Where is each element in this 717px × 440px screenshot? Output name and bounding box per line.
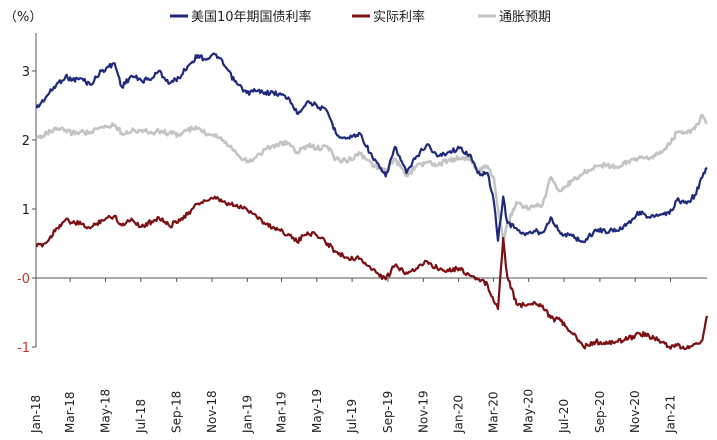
x-tick-label: Mar-20 bbox=[486, 392, 500, 433]
tick-labels: 3 2 1 -0 -1 Jan-18 Mar-18 May-18 Jul-18 Sep-18 Nov… bbox=[17, 65, 677, 434]
x-tick-label: Nov-18 bbox=[205, 390, 219, 433]
series-layer bbox=[35, 52, 709, 351]
x-tick-label: Jan-20 bbox=[452, 395, 466, 434]
y-unit-label: （%） bbox=[4, 10, 42, 25]
legend-label-0: 美国10年期国债利率 bbox=[191, 9, 312, 25]
x-tick-label: Jan-19 bbox=[240, 395, 254, 434]
legend-label-1: 实际利率 bbox=[373, 9, 425, 25]
y-tick-label: -1 bbox=[17, 341, 30, 356]
legend-label-2: 通胀预期 bbox=[499, 10, 551, 25]
y-tick-label: -0 bbox=[17, 272, 30, 287]
x-tick-label: Sep-19 bbox=[381, 391, 395, 433]
x-tick-label: May-20 bbox=[522, 389, 536, 433]
x-tick-label: May-18 bbox=[98, 389, 112, 433]
x-tick-label: Jan-21 bbox=[664, 395, 678, 434]
x-tick-label: Nov-19 bbox=[416, 390, 430, 433]
series-line-2 bbox=[35, 113, 708, 242]
x-tick-label: Mar-19 bbox=[274, 392, 288, 433]
x-tick-label: Sep-20 bbox=[593, 391, 607, 433]
y-tick-label: 1 bbox=[22, 203, 30, 218]
y-tick-label: 2 bbox=[22, 134, 30, 149]
x-tick-label: Jul-18 bbox=[134, 399, 148, 434]
x-tick-label: Jan-18 bbox=[29, 395, 43, 434]
x-tick-label: May-19 bbox=[310, 389, 324, 433]
x-tick-label: Jul-19 bbox=[345, 399, 359, 434]
x-tick-label: Jul-20 bbox=[557, 399, 571, 434]
x-tick-label: Mar-18 bbox=[63, 392, 77, 433]
y-tick-label: 3 bbox=[22, 65, 30, 80]
legend: 美国10年期国债利率 实际利率 通胀预期 bbox=[170, 9, 551, 25]
axes bbox=[32, 33, 707, 348]
x-tick-label: Sep-18 bbox=[170, 391, 184, 433]
x-tick-label: Nov-20 bbox=[628, 390, 642, 433]
series-line-0 bbox=[35, 52, 708, 244]
series-line-1 bbox=[35, 195, 709, 351]
